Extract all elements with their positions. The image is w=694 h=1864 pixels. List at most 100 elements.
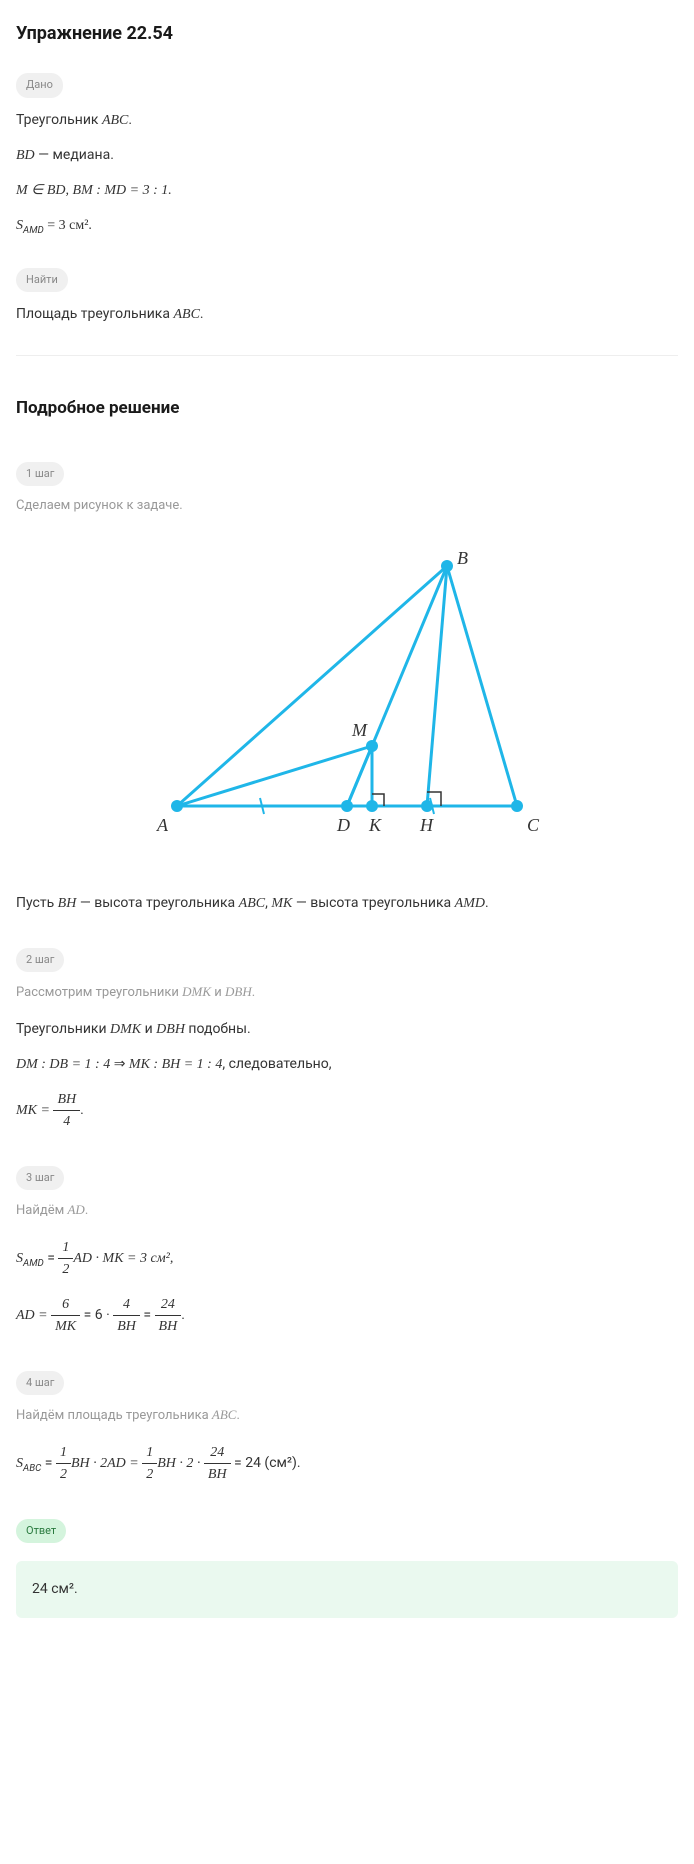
step-2-caption: Рассмотрим треугольники DMK и DBH. bbox=[16, 982, 678, 1003]
find-suffix: . bbox=[200, 306, 204, 322]
step3-l1-eq: = bbox=[44, 1250, 59, 1266]
exercise-title: Упражнение 22.54 bbox=[16, 20, 678, 47]
step-3-line-1: SAMD = 12AD · MK = 3 см², bbox=[16, 1237, 678, 1280]
step2-l3-den: 4 bbox=[53, 1111, 80, 1132]
step2-l2-b: MK : BH = 1 : 4 bbox=[129, 1057, 222, 1072]
step3-l2-mid2: = bbox=[140, 1307, 155, 1323]
step4-l1-num1: 1 bbox=[56, 1442, 71, 1464]
step3-l1-sub: AMD bbox=[23, 1258, 44, 1269]
step4-l1-num3: 24 bbox=[204, 1442, 231, 1464]
find-prefix: Площадь треугольника bbox=[16, 306, 173, 322]
step-1-conclusion: Пусть BH — высота треугольника ABC, MK —… bbox=[16, 893, 678, 914]
step-2-badge: 2 шаг bbox=[16, 948, 64, 973]
step4-l1-eq: = bbox=[41, 1455, 56, 1471]
step3-l1-den1: 2 bbox=[58, 1259, 73, 1280]
step4-l1-num2: 1 bbox=[142, 1442, 157, 1464]
divider bbox=[16, 355, 678, 356]
step2-l3-lhs: MK = bbox=[16, 1103, 53, 1118]
step4-cap-suffix: . bbox=[236, 1408, 239, 1423]
step3-l2-mid: = 6 · bbox=[80, 1307, 113, 1323]
step1-mid2: — высота треугольника bbox=[292, 895, 454, 911]
svg-text:A: A bbox=[156, 815, 169, 835]
step3-l2-lhs: AD = bbox=[16, 1308, 51, 1323]
step4-cap-prefix: Найдём площадь треугольника bbox=[16, 1408, 212, 1423]
step3-cap-ad: AD bbox=[67, 1202, 84, 1217]
svg-text:K: K bbox=[368, 815, 382, 835]
svg-text:M: M bbox=[351, 720, 368, 740]
step2-l1-dbh: DBH bbox=[156, 1022, 185, 1037]
step4-l1-den2: 2 bbox=[142, 1464, 157, 1485]
step3-l2-num1: 6 bbox=[51, 1294, 80, 1316]
answer-text: 24 см². bbox=[32, 1581, 78, 1597]
find-line: Площадь треугольника ABC. bbox=[16, 304, 678, 325]
step3-cap-suffix: . bbox=[85, 1203, 88, 1218]
svg-text:B: B bbox=[457, 548, 468, 568]
step4-l1-mid1: BH · 2AD = bbox=[71, 1456, 142, 1471]
step2-cap-dmk: DMK bbox=[182, 984, 211, 999]
given-line-3-math: M ∈ BD, BM : MD = 3 : 1. bbox=[16, 183, 172, 198]
step4-l1-den3: BH bbox=[204, 1464, 231, 1485]
triangle-figure: A B C D M K H bbox=[16, 546, 678, 853]
step2-l2-arrow: ⇒ bbox=[110, 1056, 129, 1072]
step1-abc: ABC bbox=[239, 896, 265, 911]
step3-l2-den3: BH bbox=[155, 1316, 182, 1337]
step4-l1-den1: 2 bbox=[56, 1464, 71, 1485]
given-line-4-sub: AMD bbox=[23, 224, 44, 235]
step1-mk: MK bbox=[271, 896, 292, 911]
given-line-2-math: BD bbox=[16, 148, 35, 163]
step4-l1-mid2: BH · 2 · bbox=[157, 1456, 204, 1471]
triangle-svg: A B C D M K H bbox=[137, 546, 557, 846]
given-line-2: BD — медиана. bbox=[16, 145, 678, 166]
step4-cap-abc: ABC bbox=[212, 1407, 237, 1422]
given-line-4: SAMD = 3 см². bbox=[16, 215, 678, 238]
step-3-badge: 3 шаг bbox=[16, 1166, 64, 1191]
step2-l2-suffix: , следовательно, bbox=[222, 1056, 331, 1072]
step3-l2-num2: 4 bbox=[113, 1294, 140, 1316]
step2-l3-num: BH bbox=[53, 1089, 80, 1111]
step-4-badge: 4 шаг bbox=[16, 1371, 64, 1396]
answer-badge: Ответ bbox=[16, 1519, 66, 1544]
given-line-3: M ∈ BD, BM : MD = 3 : 1. bbox=[16, 180, 678, 201]
step2-l2-a: DM : DB = 1 : 4 bbox=[16, 1057, 110, 1072]
step2-l1-suffix: подобны. bbox=[185, 1021, 251, 1037]
given-line-4-eq: = 3 см². bbox=[44, 218, 92, 233]
given-line-1-prefix: Треугольник bbox=[16, 112, 102, 128]
step4-l1-sub: ABC bbox=[23, 1463, 41, 1474]
step4-l1-end: = 24 (см²). bbox=[231, 1455, 301, 1471]
step1-amd: AMD bbox=[455, 896, 485, 911]
find-math: ABC bbox=[173, 307, 199, 322]
step2-cap-prefix: Рассмотрим треугольники bbox=[16, 985, 182, 1000]
step1-bh: BH bbox=[58, 896, 77, 911]
step3-l1-rest: AD · MK = 3 см², bbox=[73, 1251, 173, 1266]
step3-l2-end: . bbox=[181, 1307, 185, 1323]
step3-cap-prefix: Найдём bbox=[16, 1203, 67, 1218]
step3-l1-num1: 1 bbox=[58, 1237, 73, 1259]
step2-l3-end: . bbox=[80, 1102, 84, 1118]
given-line-2-suffix: — медиана. bbox=[35, 147, 114, 163]
step-2-line-2: DM : DB = 1 : 4 ⇒ MK : BH = 1 : 4, следо… bbox=[16, 1054, 678, 1075]
given-line-1-math: ABC bbox=[102, 113, 128, 128]
step-2-line-3: MK = BH4. bbox=[16, 1089, 678, 1132]
find-badge: Найти bbox=[16, 268, 68, 293]
step-2-line-1: Треугольники DMK и DBH подобны. bbox=[16, 1019, 678, 1040]
step-3-caption: Найдём AD. bbox=[16, 1200, 678, 1221]
step3-l2-den1: MK bbox=[51, 1316, 80, 1337]
step-3-line-2: AD = 6MK = 6 · 4BH = 24BH. bbox=[16, 1294, 678, 1337]
solution-heading: Подробное решение bbox=[16, 396, 678, 422]
step1-mid1: — высота треугольника bbox=[76, 895, 238, 911]
step1-prefix: Пусть bbox=[16, 895, 58, 911]
step2-l1-mid: и bbox=[141, 1021, 156, 1037]
svg-text:H: H bbox=[419, 815, 434, 835]
step2-cap-suffix: . bbox=[252, 985, 255, 1000]
svg-text:C: C bbox=[527, 815, 540, 835]
svg-text:D: D bbox=[336, 815, 350, 835]
step3-l1-s: S bbox=[16, 1251, 23, 1266]
answer-box: 24 см². bbox=[16, 1561, 678, 1618]
step4-l1-s: S bbox=[16, 1456, 23, 1471]
step2-l1-dmk: DMK bbox=[110, 1022, 141, 1037]
step-4-caption: Найдём площадь треугольника ABC. bbox=[16, 1405, 678, 1426]
step2-cap-and: и bbox=[211, 985, 225, 1000]
step3-l2-num3: 24 bbox=[155, 1294, 182, 1316]
step-4-line-1: SABC = 12BH · 2AD = 12BH · 2 · 24BH = 24… bbox=[16, 1442, 678, 1485]
given-line-4-s: S bbox=[16, 218, 23, 233]
